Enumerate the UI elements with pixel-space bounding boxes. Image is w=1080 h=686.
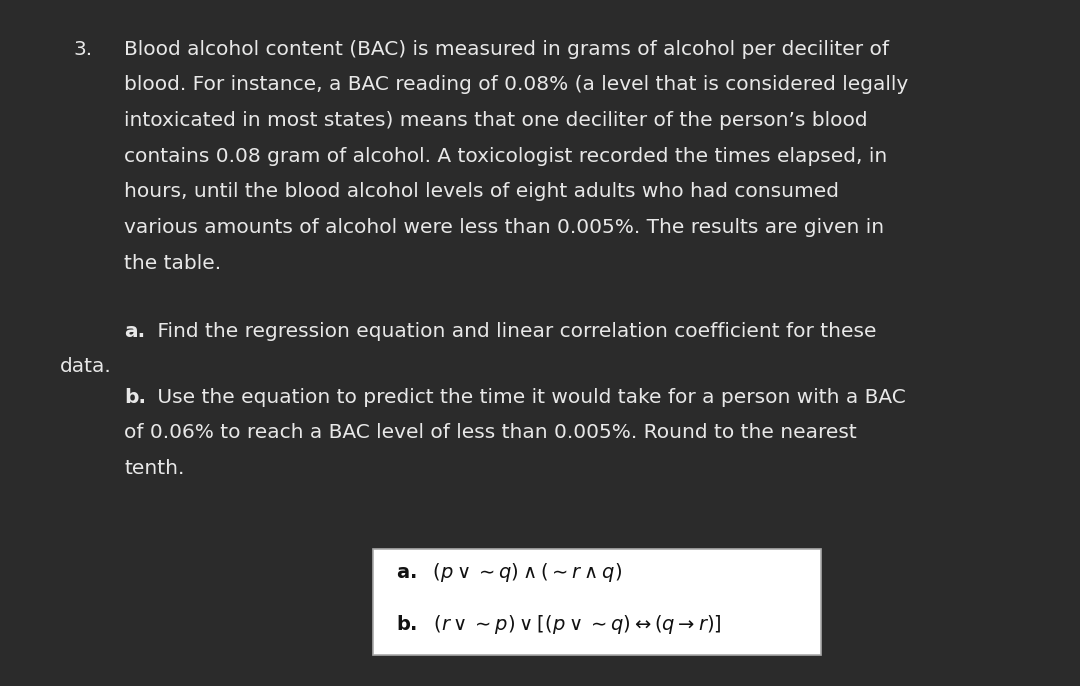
Text: various amounts of alcohol were less than 0.005%. The results are given in: various amounts of alcohol were less tha… (124, 218, 885, 237)
Text: the table.: the table. (124, 254, 221, 273)
Text: tenth.: tenth. (124, 459, 185, 478)
Text: $\mathbf{a.}$  $(p \vee {\sim}q) \wedge ({\sim}r \wedge q)$: $\mathbf{a.}$ $(p \vee {\sim}q) \wedge (… (396, 561, 622, 584)
Text: blood. For instance, a BAC reading of 0.08% (a level that is considered legally: blood. For instance, a BAC reading of 0.… (124, 75, 908, 95)
Text: contains 0.08 gram of alcohol. A toxicologist recorded the times elapsed, in: contains 0.08 gram of alcohol. A toxicol… (124, 147, 888, 166)
Text: b.: b. (124, 388, 146, 407)
Text: Find the regression equation and linear correlation coefficient for these: Find the regression equation and linear … (151, 322, 877, 340)
Text: intoxicated in most states) means that one deciliter of the person’s blood: intoxicated in most states) means that o… (124, 111, 868, 130)
FancyBboxPatch shape (373, 549, 821, 655)
Text: of 0.06% to reach a BAC level of less than 0.005%. Round to the nearest: of 0.06% to reach a BAC level of less th… (124, 423, 856, 442)
Text: Use the equation to predict the time it would take for a person with a BAC: Use the equation to predict the time it … (151, 388, 906, 407)
Text: hours, until the blood alcohol levels of eight adults who had consumed: hours, until the blood alcohol levels of… (124, 182, 839, 202)
Text: $\mathbf{b.}$  $(r \vee {\sim}p) \vee [(p \vee {\sim}q) \leftrightarrow (q \righ: $\mathbf{b.}$ $(r \vee {\sim}p) \vee [(p… (396, 613, 721, 636)
Text: Blood alcohol content (BAC) is measured in grams of alcohol per deciliter of: Blood alcohol content (BAC) is measured … (124, 40, 889, 59)
Text: a.: a. (124, 322, 146, 340)
Text: data.: data. (59, 357, 111, 376)
Text: 3.: 3. (73, 40, 93, 59)
